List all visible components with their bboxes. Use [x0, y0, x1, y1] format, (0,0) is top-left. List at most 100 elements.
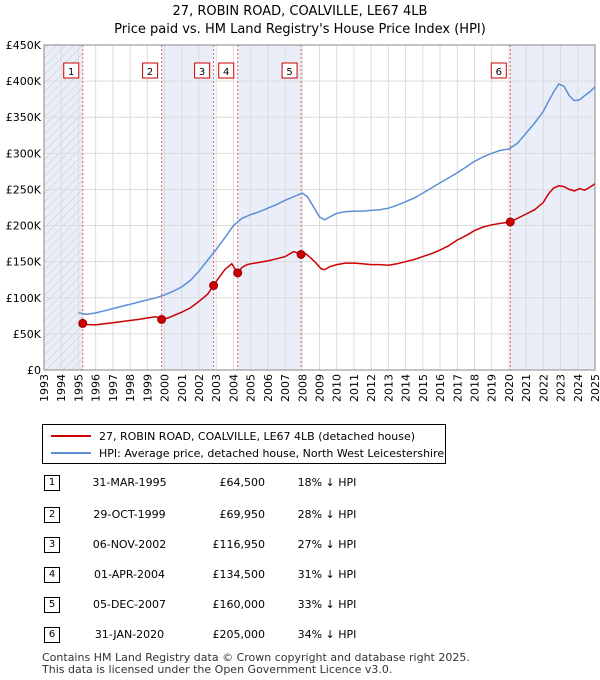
x-tick-label: 2003 [210, 374, 223, 402]
transaction-price: £134,500 [212, 568, 266, 581]
legend-swatch-property [51, 435, 91, 437]
table-row: 5 05-DEC-2007 £160,000 33% ↓ HPI [42, 595, 442, 615]
shaded-period [161, 45, 214, 370]
plot-border [43, 44, 596, 371]
x-tick-label: 2014 [400, 374, 413, 402]
sale-point [505, 217, 515, 227]
sale-marker-box [218, 62, 235, 79]
x-tick-label: 2011 [348, 374, 361, 402]
table-row: 3 06-NOV-2002 £116,950 27% ↓ HPI [42, 535, 442, 555]
sale-marker-label: 3 [199, 67, 205, 78]
transaction-date: 31-MAR-1995 [92, 476, 167, 489]
legend-entry-property: 27, ROBIN ROAD, COALVILLE, LE67 4LB (det… [51, 428, 415, 444]
transaction-hpi-diff: 28% ↓ HPI [297, 508, 357, 521]
transaction-marker: 4 [44, 567, 60, 583]
transaction-price: £116,950 [212, 538, 266, 551]
legend-label-property: 27, ROBIN ROAD, COALVILLE, LE67 4LB (det… [99, 429, 416, 443]
chart-subtitle: Price paid vs. HM Land Registry's House … [114, 22, 486, 37]
x-tick-label: 2007 [279, 374, 292, 402]
transaction-price: £205,000 [212, 628, 266, 641]
sale-marker-box [194, 62, 211, 79]
x-tick-label: 2016 [434, 374, 447, 402]
y-tick-label: £300K [6, 147, 42, 160]
y-tick-label: £200K [6, 220, 42, 233]
x-tick-label: 2002 [193, 374, 206, 402]
sale-marker-label: 4 [223, 67, 229, 78]
transaction-date: 31-JAN-2020 [94, 628, 165, 641]
footer-attribution: Contains HM Land Registry data © Crown c… [42, 652, 470, 676]
x-tick-label: 2000 [159, 374, 172, 402]
sale-marker-label: 6 [496, 67, 502, 78]
x-tick-label: 2025 [589, 374, 600, 402]
table-row: 2 29-OCT-1999 £69,950 28% ↓ HPI [42, 505, 442, 525]
x-tick-label: 2023 [555, 374, 568, 402]
transaction-marker: 3 [44, 537, 60, 553]
sale-point [78, 318, 88, 328]
transaction-hpi-diff: 27% ↓ HPI [297, 538, 357, 551]
x-tick-label: 2008 [296, 374, 309, 402]
x-tick-label: 2019 [486, 374, 499, 402]
footer-licence: This data is licensed under the Open Gov… [42, 663, 393, 676]
legend-entry-hpi: HPI: Average price, detached house, Nort… [51, 445, 444, 461]
sale-point [233, 268, 243, 278]
x-tick-label: 2001 [176, 374, 189, 402]
transaction-hpi-diff: 33% ↓ HPI [297, 598, 357, 611]
x-tick-label: 1999 [141, 374, 154, 402]
table-row: 6 31-JAN-2020 £205,000 34% ↓ HPI [42, 625, 442, 645]
x-tick-label: 1993 [38, 374, 51, 402]
y-tick-label: £50K [13, 328, 42, 341]
sale-marker-label: 1 [68, 67, 74, 78]
x-tick-label: 2004 [227, 374, 240, 402]
x-tick-label: 2020 [503, 374, 516, 402]
x-tick-label: 2009 [314, 374, 327, 402]
transaction-date: 06-NOV-2002 [92, 538, 167, 551]
sale-point [157, 314, 167, 324]
x-tick-label: 2013 [382, 374, 395, 402]
transaction-date: 01-APR-2004 [93, 568, 166, 581]
x-tick-label: 2010 [331, 374, 344, 402]
chart-title: 27, ROBIN ROAD, COALVILLE, LE67 4LB [172, 4, 428, 19]
sale-point [296, 249, 306, 259]
property-series-line [82, 183, 596, 326]
transaction-hpi-diff: 18% ↓ HPI [297, 476, 357, 489]
transaction-marker: 2 [44, 507, 60, 523]
x-tick-label: 1995 [72, 374, 85, 402]
y-tick-label: £100K [6, 292, 42, 305]
transaction-marker: 5 [44, 597, 60, 613]
chart-legend: 27, ROBIN ROAD, COALVILLE, LE67 4LB (det… [42, 424, 446, 464]
transaction-marker: 1 [44, 475, 60, 491]
transaction-date: 29-OCT-1999 [93, 508, 166, 521]
transaction-price: £69,950 [219, 508, 266, 521]
table-row: 1 31-MAR-1995 £64,500 18% ↓ HPI [42, 473, 442, 493]
table-row: 4 01-APR-2004 £134,500 31% ↓ HPI [42, 565, 442, 585]
x-tick-label: 2012 [365, 374, 378, 402]
x-tick-label: 1998 [124, 374, 137, 402]
transaction-hpi-diff: 31% ↓ HPI [297, 568, 357, 581]
transaction-hpi-diff: 34% ↓ HPI [297, 628, 357, 641]
x-tick-label: 2018 [468, 374, 481, 402]
x-tick-label: 2024 [572, 374, 585, 402]
x-tick-label: 1996 [90, 374, 103, 402]
transaction-marker: 6 [44, 627, 60, 643]
sale-marker-box [281, 62, 298, 79]
sale-point [209, 281, 219, 291]
pre-sale-hatch [44, 45, 83, 370]
x-tick-label: 2006 [262, 374, 275, 402]
x-tick-label: 2015 [417, 374, 430, 402]
transaction-date: 05-DEC-2007 [92, 598, 167, 611]
footer-copyright: Contains HM Land Registry data © Crown c… [42, 651, 470, 664]
transaction-price: £64,500 [219, 476, 266, 489]
x-tick-label: 1997 [107, 374, 120, 402]
sale-marker-label: 2 [147, 67, 153, 78]
y-tick-label: £400K [6, 75, 42, 88]
x-tick-label: 1994 [55, 374, 68, 402]
hpi-series-line [78, 83, 596, 316]
sale-marker-box [490, 62, 507, 79]
x-tick-label: 2021 [520, 374, 533, 402]
x-tick-label: 2022 [537, 374, 550, 402]
x-tick-label: 2005 [245, 374, 258, 402]
transaction-price: £160,000 [212, 598, 266, 611]
y-tick-label: £450K [6, 39, 42, 52]
legend-swatch-hpi [51, 452, 91, 454]
x-tick-label: 2017 [451, 374, 464, 402]
